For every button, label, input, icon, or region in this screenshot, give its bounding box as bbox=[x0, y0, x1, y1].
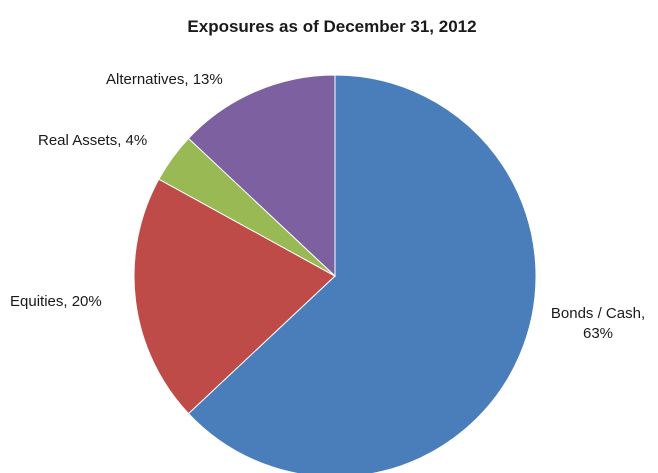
pie-label-bonds-cash: Bonds / Cash, 63% bbox=[551, 305, 645, 342]
pie-slice-bonds-cash bbox=[187, 74, 537, 473]
chart-title: Exposures as of December 31, 2012 bbox=[187, 17, 476, 36]
pie-label-equities: Equities, 20% bbox=[10, 293, 102, 310]
pie-slice-equities bbox=[133, 178, 336, 415]
pie-label-real-assets: Real Assets, 4% bbox=[38, 132, 147, 149]
pie-slices bbox=[133, 74, 537, 473]
pie-labels: Bonds / Cash, 63% Equities, 20% Real Assets… bbox=[10, 71, 645, 342]
pie-label-alternatives: Alternatives, 13% bbox=[106, 71, 223, 88]
pie-slice-alternatives bbox=[187, 74, 336, 278]
